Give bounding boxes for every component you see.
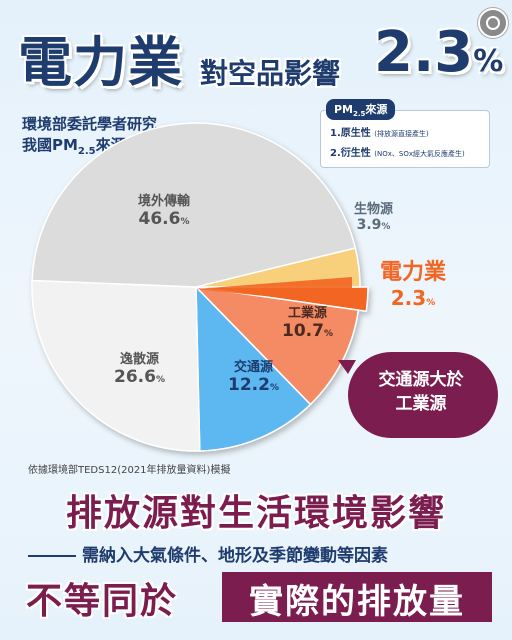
desc-line-1: 環境部委託學者研究 <box>22 115 158 133</box>
label-power-sector: 電力業 2.3% <box>380 260 447 310</box>
headline-main: 電力業 <box>18 31 183 94</box>
label-traffic: 交通源 12.2% <box>228 360 279 395</box>
bottom-subline: 需納入大氣條件、地形及季節變動等因素 <box>28 541 498 566</box>
data-source-footnote: 依據環境部TEDS12(2021年排放量資料)模擬 <box>28 465 231 476</box>
power-sector-highlight <box>196 277 352 305</box>
government-seal-icon <box>478 8 508 38</box>
headline: 電力業 對空品影響 2.3% <box>18 16 503 94</box>
source-type-primary: 1.原生性 (排放源直接產生) <box>330 128 429 139</box>
actual-emission-box <box>222 572 492 622</box>
source-type-title: PM2.5來源 <box>326 99 396 121</box>
not-equal-text: 不等同於 <box>26 581 179 622</box>
source-type-secondary: 2.衍生性 (NOx、SOx經大氣反應產生) <box>330 148 465 159</box>
callout-bubble <box>348 352 498 438</box>
headline-sub: 對空品影響 <box>200 57 341 90</box>
actual-emission-text: 實際的排放量 <box>249 582 465 622</box>
bottom-headline: 排放源對生活環境影響 <box>65 493 446 534</box>
label-fugitive: 逸散源 26.6% <box>114 352 165 387</box>
dash-rule <box>28 555 76 557</box>
slice-traffic <box>195 285 312 452</box>
callout-pointer <box>338 360 356 374</box>
label-foreign-transport: 境外傳輸 46.6% <box>138 194 191 229</box>
slice-biogenic <box>195 247 361 288</box>
callout-text: 交通源大於 工業源 <box>378 370 464 414</box>
headline-percent: 2.3% <box>374 20 504 85</box>
slice-foreign-transport <box>31 122 357 288</box>
label-industry: 工業源 10.7% <box>282 306 333 341</box>
slice-fugitive <box>31 279 201 452</box>
label-biogenic: 生物源 3.9% <box>354 202 394 233</box>
